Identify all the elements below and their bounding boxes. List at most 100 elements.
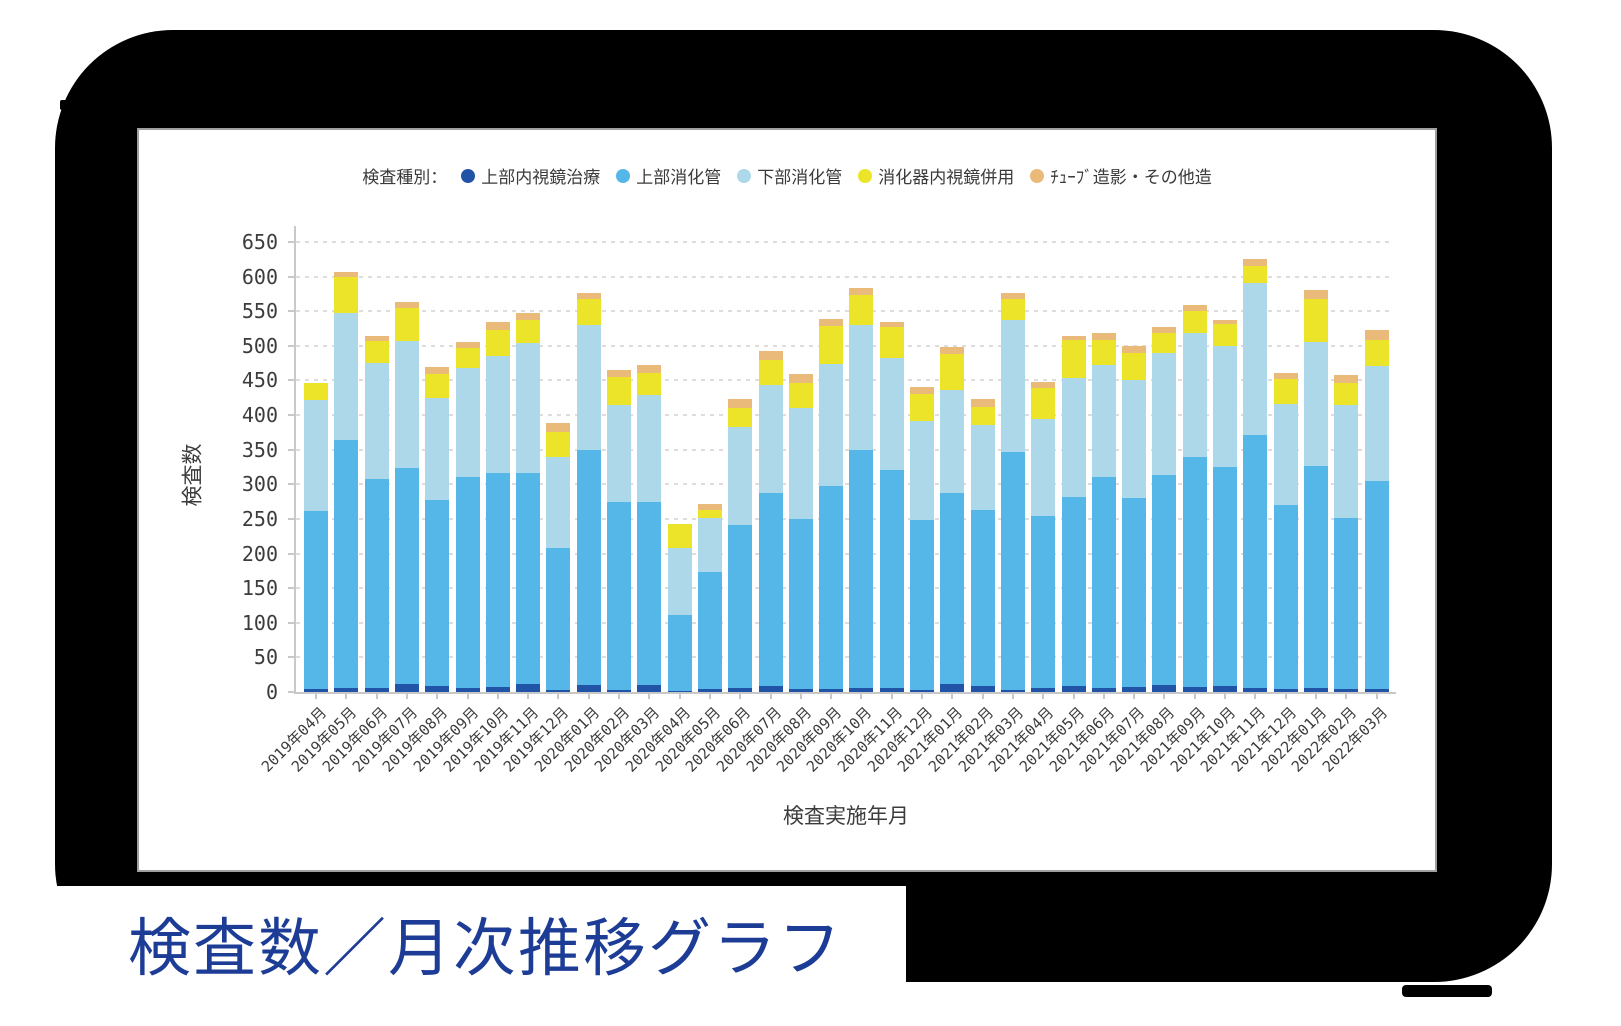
bar-segment[interactable]	[1091, 333, 1116, 340]
bar-segment[interactable]	[819, 486, 844, 689]
bar-segment[interactable]	[1031, 419, 1056, 517]
stacked-bar-2020年11月[interactable]	[879, 321, 904, 692]
bar-segment[interactable]	[758, 686, 783, 692]
bar-segment[interactable]	[849, 294, 874, 326]
bar-segment[interactable]	[788, 688, 813, 692]
bar-segment[interactable]	[576, 685, 601, 692]
bar-segment[interactable]	[637, 372, 662, 396]
bar-segment[interactable]	[364, 363, 389, 479]
stacked-bar-2021年07月[interactable]	[1122, 345, 1147, 692]
stacked-bar-2020年01月[interactable]	[576, 292, 601, 692]
bar-segment[interactable]	[1000, 689, 1025, 692]
bar-segment[interactable]	[1243, 435, 1268, 688]
bar-segment[interactable]	[728, 426, 753, 526]
bar-segment[interactable]	[1243, 265, 1268, 283]
bar-segment[interactable]	[455, 342, 480, 348]
bar-segment[interactable]	[485, 687, 510, 692]
bar-segment[interactable]	[546, 456, 571, 549]
bar-segment[interactable]	[1152, 474, 1177, 686]
bar-segment[interactable]	[1213, 324, 1237, 346]
bar-segment[interactable]	[940, 353, 965, 391]
bar-segment[interactable]	[637, 685, 662, 692]
bar-segment[interactable]	[394, 341, 419, 469]
bar-segment[interactable]	[425, 373, 450, 398]
bar-segment[interactable]	[819, 688, 844, 692]
bar-segment[interactable]	[1364, 329, 1389, 340]
bar-segment[interactable]	[516, 312, 541, 320]
bar-segment[interactable]	[1152, 353, 1177, 475]
bar-segment[interactable]	[728, 525, 753, 688]
bar-segment[interactable]	[546, 431, 571, 457]
bar-segment[interactable]	[970, 424, 995, 510]
bar-segment[interactable]	[1061, 496, 1086, 686]
bar-segment[interactable]	[455, 368, 480, 477]
bar-segment[interactable]	[364, 335, 389, 342]
legend-item[interactable]: 上部消化管	[616, 163, 721, 188]
bar-segment[interactable]	[1091, 339, 1116, 366]
stacked-bar-2019年08月[interactable]	[425, 366, 450, 692]
bar-segment[interactable]	[425, 366, 450, 374]
bar-segment[interactable]	[1122, 345, 1147, 353]
bar-segment[interactable]	[425, 500, 450, 687]
bar-segment[interactable]	[667, 523, 692, 549]
bar-segment[interactable]	[758, 493, 783, 687]
bar-segment[interactable]	[304, 399, 328, 511]
bar-segment[interactable]	[1364, 365, 1389, 481]
stacked-bar-2020年05月[interactable]	[697, 503, 722, 692]
bar-segment[interactable]	[455, 687, 480, 692]
bar-segment[interactable]	[697, 503, 722, 510]
bar-segment[interactable]	[1334, 374, 1359, 383]
bar-segment[interactable]	[910, 387, 934, 394]
bar-segment[interactable]	[667, 548, 692, 616]
stacked-bar-2020年06月[interactable]	[728, 398, 753, 692]
bar-segment[interactable]	[364, 341, 389, 364]
bar-segment[interactable]	[1273, 372, 1298, 380]
stacked-bar-2019年10月[interactable]	[485, 322, 510, 692]
bar-segment[interactable]	[1061, 378, 1086, 497]
bar-segment[interactable]	[334, 276, 359, 313]
bar-segment[interactable]	[1000, 292, 1025, 299]
bar-segment[interactable]	[1182, 687, 1207, 692]
bar-segment[interactable]	[1031, 388, 1056, 420]
bar-segment[interactable]	[1122, 498, 1147, 688]
bar-segment[interactable]	[334, 271, 359, 277]
bar-segment[interactable]	[1091, 365, 1116, 477]
stacked-bar-2021年09月[interactable]	[1182, 305, 1207, 692]
bar-segment[interactable]	[576, 292, 601, 300]
stacked-bar-2020年09月[interactable]	[819, 318, 844, 692]
stacked-bar-2021年10月[interactable]	[1213, 319, 1237, 692]
bar-segment[interactable]	[1182, 305, 1207, 311]
bar-segment[interactable]	[1213, 685, 1237, 692]
stacked-bar-2019年09月[interactable]	[455, 342, 480, 692]
bar-segment[interactable]	[304, 688, 328, 692]
bar-segment[interactable]	[607, 370, 631, 378]
bar-segment[interactable]	[849, 449, 874, 688]
bar-segment[interactable]	[1000, 298, 1025, 321]
bar-segment[interactable]	[1061, 685, 1086, 692]
bar-segment[interactable]	[1091, 476, 1116, 688]
bar-segment[interactable]	[1031, 381, 1056, 389]
bar-segment[interactable]	[1273, 404, 1298, 506]
bar-segment[interactable]	[728, 687, 753, 692]
bar-segment[interactable]	[697, 689, 722, 692]
bar-segment[interactable]	[1334, 518, 1359, 690]
bar-segment[interactable]	[910, 519, 934, 690]
legend-item[interactable]: 上部内視鏡治療	[461, 163, 600, 188]
stacked-bar-2021年03月[interactable]	[1000, 292, 1025, 692]
bar-segment[interactable]	[485, 329, 510, 357]
bar-segment[interactable]	[516, 473, 541, 685]
bar-segment[interactable]	[1152, 333, 1177, 354]
bar-segment[interactable]	[516, 343, 541, 474]
stacked-bar-2021年04月[interactable]	[1031, 381, 1056, 692]
bar-segment[interactable]	[819, 318, 844, 326]
bar-segment[interactable]	[728, 408, 753, 427]
bar-segment[interactable]	[1273, 379, 1298, 405]
bar-segment[interactable]	[334, 440, 359, 688]
stacked-bar-2020年08月[interactable]	[788, 373, 813, 692]
stacked-bar-2022年01月[interactable]	[1303, 289, 1328, 692]
bar-segment[interactable]	[1182, 310, 1207, 334]
bar-segment[interactable]	[607, 689, 631, 692]
bar-segment[interactable]	[879, 469, 904, 688]
bar-segment[interactable]	[788, 382, 813, 409]
bar-segment[interactable]	[697, 571, 722, 690]
